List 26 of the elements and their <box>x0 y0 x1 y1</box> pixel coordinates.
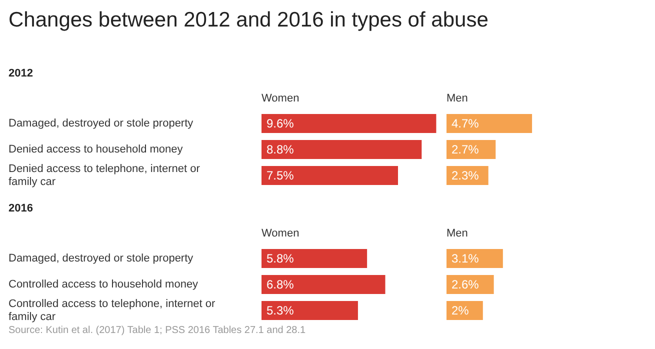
text: 2016 <box>8 202 33 214</box>
data-label: 3.1% <box>452 252 480 266</box>
data-label: 5.3% <box>266 304 294 318</box>
series-label: Men <box>446 228 468 240</box>
series-label: Men <box>446 92 468 104</box>
data-label: 8.8% <box>266 142 294 156</box>
series-label: Women <box>262 228 300 240</box>
data-label: 5.8% <box>266 252 294 266</box>
data-label: 9.6% <box>266 116 294 130</box>
y-tick-label: Damaged, destroyed or stole property <box>8 252 194 264</box>
data-label: 2.6% <box>452 278 480 292</box>
series-label: Women <box>262 92 300 104</box>
y-tick-label: Controlled access to household money <box>8 278 199 290</box>
text: 2012 <box>8 68 33 80</box>
data-label: 2% <box>452 304 470 318</box>
data-label: 6.8% <box>266 278 294 292</box>
y-tick-label: Controlled access to telephone, internet or family car <box>8 298 216 324</box>
y-tick-label: Denied access to telephone, internet or family car <box>8 162 200 188</box>
data-label: 2.3% <box>452 168 480 182</box>
data-label: 2.7% <box>452 142 480 156</box>
source-note: Source: Kutin et al. (2017) Table 1; PSS 2016 Tables 27.1 and 28.1 <box>8 325 306 336</box>
data-label: 7.5% <box>266 168 294 182</box>
y-tick-label: Denied access to household money <box>8 144 184 156</box>
data-label: 4.7% <box>452 116 480 130</box>
y-tick-label: Damaged, destroyed or stole property <box>8 118 194 130</box>
chart-title: Changes between 2012 and 2016 in types of abuse <box>8 8 488 32</box>
